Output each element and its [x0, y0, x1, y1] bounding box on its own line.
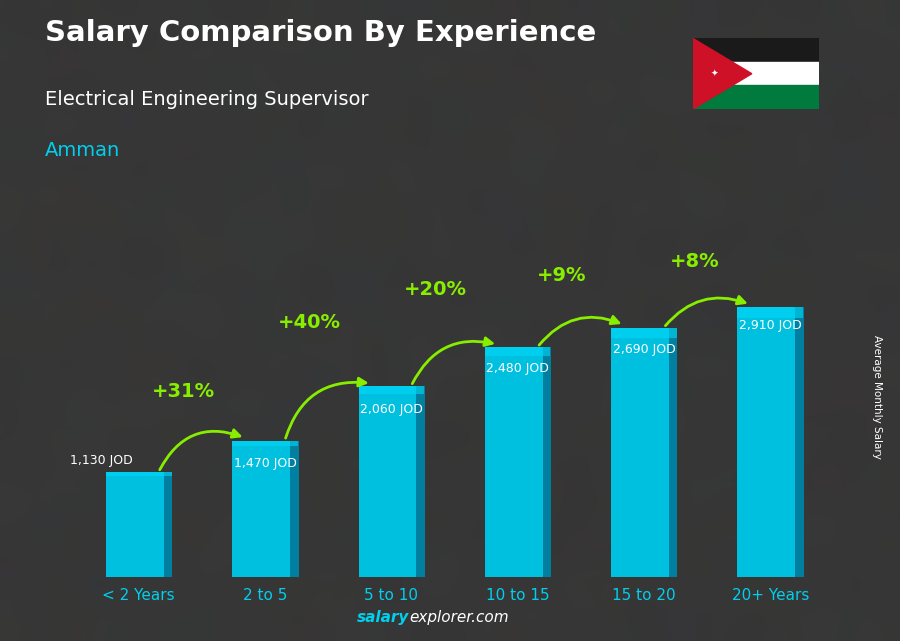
- Bar: [611, 328, 677, 338]
- Bar: [737, 308, 803, 577]
- Text: +40%: +40%: [278, 313, 341, 331]
- Text: 1,130 JOD: 1,130 JOD: [69, 454, 132, 467]
- FancyArrowPatch shape: [285, 378, 365, 438]
- FancyArrowPatch shape: [159, 430, 239, 470]
- Text: ✦: ✦: [711, 69, 718, 78]
- Bar: [669, 328, 678, 577]
- Bar: [611, 328, 677, 577]
- Text: salary: salary: [357, 610, 410, 625]
- FancyArrowPatch shape: [412, 338, 492, 384]
- FancyArrowPatch shape: [665, 296, 745, 326]
- Text: +31%: +31%: [151, 382, 214, 401]
- Text: Salary Comparison By Experience: Salary Comparison By Experience: [45, 19, 596, 47]
- Bar: [485, 347, 551, 577]
- Bar: [290, 441, 299, 577]
- Text: 2,480 JOD: 2,480 JOD: [486, 362, 549, 375]
- FancyArrowPatch shape: [539, 317, 619, 345]
- Text: 2,910 JOD: 2,910 JOD: [739, 319, 802, 331]
- Text: Amman: Amman: [45, 141, 121, 160]
- Bar: [106, 472, 172, 577]
- Text: explorer.com: explorer.com: [410, 610, 509, 625]
- Text: +9%: +9%: [537, 266, 587, 285]
- Bar: [232, 441, 298, 446]
- Bar: [737, 308, 803, 318]
- Bar: [796, 308, 804, 577]
- Bar: [417, 386, 425, 577]
- Text: +20%: +20%: [404, 280, 467, 299]
- Bar: [693, 38, 819, 62]
- Bar: [693, 85, 819, 109]
- Polygon shape: [693, 38, 752, 109]
- Text: Electrical Engineering Supervisor: Electrical Engineering Supervisor: [45, 90, 369, 109]
- Bar: [232, 441, 298, 577]
- Text: +8%: +8%: [670, 253, 719, 271]
- Text: 2,060 JOD: 2,060 JOD: [360, 403, 423, 416]
- Bar: [485, 347, 551, 356]
- Text: 2,690 JOD: 2,690 JOD: [613, 343, 675, 356]
- Bar: [106, 472, 172, 476]
- Bar: [358, 386, 424, 394]
- Bar: [693, 62, 819, 85]
- Bar: [358, 386, 424, 577]
- Text: 1,470 JOD: 1,470 JOD: [234, 458, 296, 470]
- Bar: [543, 347, 551, 577]
- Bar: [164, 472, 172, 577]
- Text: Average Monthly Salary: Average Monthly Salary: [872, 335, 883, 460]
